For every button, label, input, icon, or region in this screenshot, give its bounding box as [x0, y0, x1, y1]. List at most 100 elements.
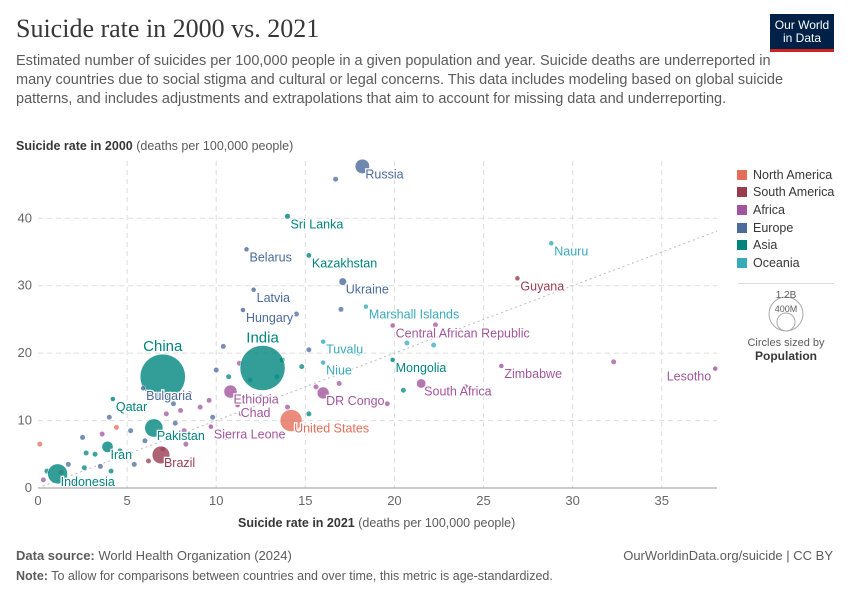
legend-item[interactable]: Oceania — [737, 254, 834, 272]
point-label: China — [143, 338, 183, 355]
data-point — [163, 411, 169, 417]
data-point-guyana — [514, 275, 521, 282]
data-point-south-africa — [416, 378, 427, 389]
legend-item[interactable]: Asia — [737, 236, 834, 254]
data-point — [186, 391, 192, 397]
data-point — [611, 359, 617, 365]
data-point — [299, 364, 305, 370]
data-point — [431, 342, 437, 348]
data-point-indonesia — [47, 463, 68, 485]
data-point — [142, 438, 148, 444]
data-point-qatar — [110, 396, 116, 402]
legend-swatch — [737, 222, 747, 233]
data-point — [338, 306, 344, 312]
x-tick-label: 35 — [655, 493, 669, 508]
point-label: Iran — [111, 448, 133, 462]
note: Note: To allow for comparisons between c… — [16, 569, 553, 583]
legend-swatch — [737, 187, 747, 198]
data-point-sierra-leone — [208, 423, 214, 430]
x-tick-label: 15 — [298, 493, 312, 508]
data-point — [145, 458, 151, 464]
x-tick-label: 5 — [123, 493, 130, 508]
data-point-ethiopia — [223, 384, 238, 399]
point-label: Mongolia — [396, 361, 447, 375]
point-label: United States — [294, 422, 369, 436]
point-label: Sri Lanka — [291, 217, 344, 231]
data-point — [71, 478, 77, 484]
data-source: Data source: World Health Organization (… — [16, 548, 292, 563]
point-label: Marshall Islands — [369, 308, 459, 322]
point-label: Ethiopia — [233, 393, 278, 407]
data-point-iran — [101, 440, 114, 453]
reference-line — [37, 230, 718, 489]
data-point — [213, 367, 219, 373]
legend-item[interactable]: North America — [737, 166, 834, 184]
legend-item[interactable]: South America — [737, 184, 834, 202]
data-point-hungary — [240, 307, 246, 313]
data-point-zimbabwe — [498, 363, 505, 369]
legend-swatch — [737, 257, 747, 268]
data-point — [99, 431, 105, 437]
data-point — [172, 420, 178, 426]
data-point — [276, 316, 282, 322]
data-point-marshall-islands — [363, 303, 369, 310]
data-point-india — [239, 345, 286, 391]
y-tick-label: 40 — [18, 210, 32, 225]
point-label: Pakistan — [157, 429, 205, 443]
point-label: Belarus — [250, 250, 292, 264]
point-label: Lesotho — [667, 370, 712, 384]
point-label: South Africa — [424, 384, 491, 398]
source-url[interactable]: OurWorldinData.org/suicide | CC BY — [623, 548, 833, 563]
data-point — [293, 311, 299, 317]
y-axis-label: Suicide rate in 2000 (deaths per 100,000… — [16, 139, 294, 153]
point-label: Zimbabwe — [504, 367, 562, 381]
data-point — [108, 468, 114, 474]
data-point — [384, 401, 390, 407]
point-label: India — [246, 329, 279, 346]
data-point-kazakhstan — [306, 252, 312, 259]
data-point — [356, 350, 362, 356]
point-label: Bulgaria — [146, 389, 192, 403]
data-point-sri-lanka — [284, 213, 291, 220]
data-point — [40, 477, 46, 483]
x-tick-label: 30 — [565, 493, 579, 508]
x-tick-label: 10 — [209, 493, 223, 508]
legend-swatch — [737, 240, 747, 251]
data-point — [333, 176, 339, 182]
legend-label: South America — [753, 185, 835, 200]
x-tick-label: 0 — [34, 493, 41, 508]
point-label: Chad — [241, 406, 271, 420]
point-label: Hungary — [246, 311, 294, 325]
data-point — [80, 434, 86, 440]
x-tick-label: 25 — [476, 493, 490, 508]
point-label: DR Congo — [326, 394, 384, 408]
owid-logo[interactable]: Our World in Data — [770, 14, 834, 52]
legend-swatch — [737, 204, 747, 215]
y-tick-label: 30 — [18, 278, 32, 293]
data-point — [370, 401, 376, 407]
point-label: Guyana — [520, 279, 564, 293]
size-large-label: 1.2B — [776, 290, 797, 301]
point-label: Tuvalu — [326, 343, 363, 357]
point-label: Qatar — [116, 400, 147, 414]
data-point — [113, 424, 119, 430]
size-legend-title: Circles sized by — [747, 337, 825, 349]
data-point — [37, 441, 43, 447]
data-point — [432, 322, 438, 328]
data-point — [306, 347, 312, 353]
data-point — [117, 448, 123, 454]
data-point — [222, 434, 228, 440]
region-legend: North America South America Africa Europe As… — [737, 166, 834, 272]
point-label: Niue — [326, 364, 352, 378]
data-point-lesotho — [712, 365, 718, 372]
data-point-pakistan — [144, 418, 164, 438]
data-point-nauru — [548, 240, 555, 247]
data-point-central-african-republic — [389, 322, 396, 329]
data-point — [170, 401, 176, 407]
legend-item[interactable]: Africa — [737, 201, 834, 219]
y-tick-label: 0 — [25, 480, 32, 495]
data-point-dr-congo — [316, 386, 330, 400]
legend-label: Europe — [753, 220, 794, 235]
legend-item[interactable]: Europe — [737, 219, 834, 237]
data-point-bulgaria — [140, 385, 146, 391]
